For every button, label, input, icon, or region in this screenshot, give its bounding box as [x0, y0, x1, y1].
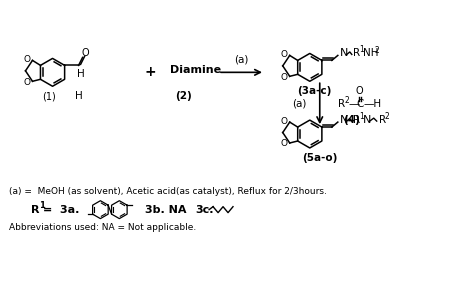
Text: 2: 2 — [375, 46, 380, 55]
Text: 1: 1 — [38, 201, 45, 210]
Text: —H: —H — [364, 99, 382, 109]
Text: (1): (1) — [42, 91, 55, 101]
Text: R: R — [31, 205, 39, 215]
Text: O: O — [281, 116, 288, 125]
Text: O: O — [24, 78, 30, 87]
Text: (3a-c): (3a-c) — [298, 86, 332, 96]
Text: R: R — [353, 115, 360, 125]
Text: (2): (2) — [175, 91, 191, 101]
Text: O: O — [281, 73, 288, 82]
Text: NH: NH — [363, 49, 378, 58]
Text: R: R — [379, 115, 386, 125]
Text: 1: 1 — [359, 112, 364, 121]
Text: O: O — [82, 49, 90, 58]
Text: —: — — [349, 99, 360, 109]
Text: R: R — [337, 99, 345, 109]
Text: =  3a.: = 3a. — [43, 205, 79, 215]
Text: O: O — [281, 140, 288, 149]
Text: N: N — [363, 115, 371, 125]
Text: N: N — [340, 49, 348, 58]
Text: C: C — [356, 99, 364, 109]
Text: O: O — [281, 50, 288, 59]
Text: H: H — [75, 91, 82, 101]
Text: Diamine: Diamine — [170, 65, 221, 75]
Text: 1: 1 — [359, 45, 364, 54]
Text: 3b. NA: 3b. NA — [145, 205, 187, 215]
Text: O: O — [24, 55, 30, 64]
Text: O: O — [356, 86, 364, 96]
Text: 3c.: 3c. — [195, 205, 214, 215]
Text: 2: 2 — [345, 96, 349, 105]
Text: H: H — [77, 69, 84, 79]
Text: +: + — [145, 65, 156, 79]
Text: Abbreviations used: NA = Not applicable.: Abbreviations used: NA = Not applicable. — [9, 223, 196, 232]
Text: (a): (a) — [234, 54, 248, 64]
Text: N: N — [340, 115, 348, 125]
Text: R: R — [353, 49, 360, 58]
Text: 2: 2 — [385, 112, 390, 121]
Text: (4): (4) — [343, 115, 360, 125]
Text: (a): (a) — [292, 98, 307, 108]
Text: (a) =  MeOH (as solvent), Acetic acid(as catalyst), Reflux for 2/3hours.: (a) = MeOH (as solvent), Acetic acid(as … — [9, 187, 327, 196]
Text: (5a-o): (5a-o) — [302, 153, 337, 163]
